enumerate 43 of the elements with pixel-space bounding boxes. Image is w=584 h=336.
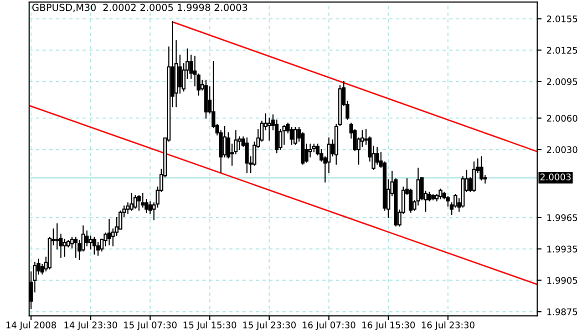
candlestick <box>55 223 59 250</box>
candlestick <box>290 126 294 145</box>
candlestick <box>446 196 450 207</box>
candlestick <box>308 144 312 158</box>
x-tick-label: 15 Jul 15:30 <box>184 321 236 330</box>
candlestick <box>137 194 141 211</box>
x-tick-label: 14 Jul 23:30 <box>64 321 118 330</box>
x-tick-label: 16 Jul 15:30 <box>362 321 415 330</box>
y-tick-label: 1.9965 <box>547 214 578 222</box>
candlestick <box>126 202 130 214</box>
y-tick-label: 1.9905 <box>547 277 578 284</box>
y-tick-label: 2.0125 <box>546 46 578 54</box>
y-tick-label: 2.0095 <box>546 78 578 86</box>
candlestick <box>472 162 476 192</box>
x-tick-label: 15 Jul 23:30 <box>243 321 296 330</box>
candlestick <box>178 54 182 94</box>
chart-title: GBPUSD,M30 2.0002 2.0005 1.9998 2.0003 <box>32 4 248 12</box>
candlestick <box>130 192 134 211</box>
candlestick <box>107 219 112 246</box>
candlestick <box>92 236 96 255</box>
candlestick <box>480 156 484 180</box>
y-tick-label: 2.0060 <box>546 114 578 122</box>
candlestick <box>222 126 226 158</box>
candlestick <box>245 137 249 174</box>
x-tick-label: 16 Jul 07:30 <box>302 321 356 330</box>
candlestick <box>133 194 138 209</box>
candlestick <box>438 188 442 200</box>
candlestick <box>293 126 298 145</box>
candlestick <box>85 230 89 246</box>
y-tick-label: 2.0030 <box>546 146 578 154</box>
candlestick <box>74 236 78 258</box>
candlestick <box>267 118 272 141</box>
candlestick <box>375 146 380 165</box>
y-tick-label: 1.9935 <box>547 246 578 252</box>
candlestick <box>88 236 92 250</box>
candlestick <box>140 192 145 208</box>
x-tick-label: 15 Jul 07:30 <box>124 321 177 330</box>
x-tick-label: 14 Jul 2008 <box>6 321 56 330</box>
y-tick-label: 1.9875 <box>547 308 578 316</box>
ref-line-label: 2.0003 <box>540 174 571 180</box>
x-tick-label: 16 Jul 23:30 <box>422 321 474 330</box>
y-tick-label: 2.0155 <box>546 15 578 22</box>
candlestick <box>62 238 66 257</box>
